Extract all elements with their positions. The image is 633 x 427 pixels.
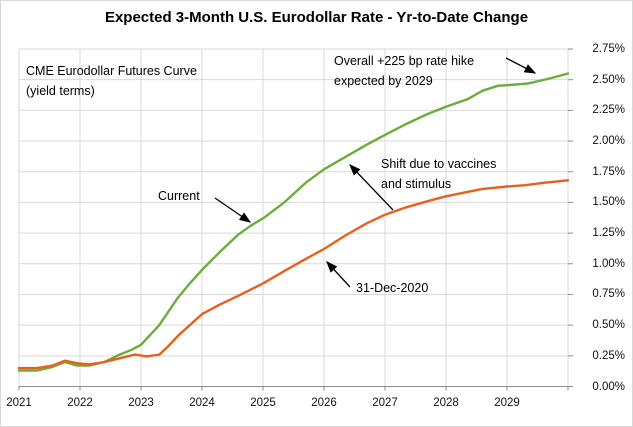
x-axis-label: 2026: [311, 397, 337, 409]
x-axis-label: 2022: [67, 397, 93, 409]
cme-futures-label-line2: (yield terms): [26, 84, 95, 98]
y-axis-label: 0.75%: [592, 288, 625, 301]
cme-futures-label: CME Eurodollar Futures Curve (yield term…: [26, 61, 197, 101]
annotation-arrows: [214, 57, 537, 288]
y-axis-label: 2.50%: [592, 73, 625, 86]
y-axis-label: 1.25%: [592, 227, 625, 240]
y-axis-label: 0.50%: [592, 319, 625, 332]
shift-arrow: [349, 164, 394, 211]
shift-annotation-line2: and stimulus: [381, 177, 452, 191]
x-axis-label: 2028: [433, 397, 459, 409]
x-axis-label: 2024: [189, 397, 215, 409]
y-axis-label: 1.50%: [592, 196, 625, 209]
cme-futures-label-line1: CME Eurodollar Futures Curve: [26, 64, 197, 78]
y-axis-label: 1.75%: [592, 165, 625, 178]
shift-annotation: Shift due to vaccines and stimulus: [381, 154, 496, 194]
x-axis-label: 2027: [372, 397, 398, 409]
overall-hike-line1: Overall +225 bp rate hike: [334, 54, 475, 68]
y-axis-label: 2.25%: [592, 104, 625, 117]
y-axis-label: 0.00%: [592, 380, 625, 393]
series-line-current: [17, 72, 570, 372]
shift-annotation-line1: Shift due to vaccines: [381, 157, 497, 171]
series-line-31-dec-2020: [17, 179, 570, 370]
x-axis-label: 2025: [250, 397, 276, 409]
overall-hike-annotation: Overall +225 bp rate hike expected by 20…: [334, 51, 474, 91]
overall-hike-arrow: [505, 57, 537, 74]
y-axis-label: 1.00%: [592, 257, 625, 270]
axes: [18, 48, 573, 391]
chart-title: Expected 3-Month U.S. Eurodollar Rate - …: [104, 9, 529, 26]
data-series: [17, 72, 570, 372]
x-axis-label: 2029: [494, 397, 520, 409]
dec2020-series-label: 31-Dec-2020: [356, 281, 429, 295]
y-axis-label: 0.25%: [592, 349, 625, 362]
x-axis-label: 2021: [6, 397, 32, 409]
dec2020-arrow: [326, 261, 351, 288]
current-arrow: [214, 197, 252, 223]
y-axis-label: 2.00%: [592, 135, 625, 148]
x-axis-label: 2023: [128, 397, 154, 409]
current-series-label: Current: [158, 189, 200, 203]
y-axis-label: 2.75%: [592, 43, 625, 55]
overall-hike-line2: expected by 2029: [334, 74, 433, 88]
gridlines: [18, 48, 569, 387]
